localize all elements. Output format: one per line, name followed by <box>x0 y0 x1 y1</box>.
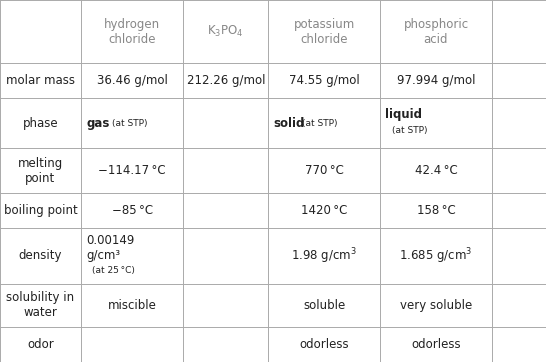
Text: (at STP): (at STP) <box>302 119 337 128</box>
Text: gas: gas <box>86 117 110 130</box>
Text: (at STP): (at STP) <box>392 126 428 135</box>
Text: very soluble: very soluble <box>400 299 472 312</box>
Text: odor: odor <box>27 338 54 351</box>
Text: −85 °C: −85 °C <box>111 204 153 217</box>
Text: phosphoric
acid: phosphoric acid <box>403 17 468 46</box>
Text: phase: phase <box>22 117 58 130</box>
Text: g/cm³: g/cm³ <box>86 249 120 262</box>
Text: 42.4 °C: 42.4 °C <box>414 164 458 177</box>
Text: 97.994 g/mol: 97.994 g/mol <box>397 74 475 87</box>
Text: (at 25 °C): (at 25 °C) <box>92 266 135 275</box>
Text: odorless: odorless <box>299 338 349 351</box>
Text: miscible: miscible <box>108 299 157 312</box>
Text: 770 °C: 770 °C <box>305 164 343 177</box>
Text: odorless: odorless <box>411 338 461 351</box>
Text: 1.98 g/cm$^3$: 1.98 g/cm$^3$ <box>291 246 357 266</box>
Text: density: density <box>19 249 62 262</box>
Text: molar mass: molar mass <box>6 74 75 87</box>
Text: solid: solid <box>274 117 305 130</box>
Text: 0.00149: 0.00149 <box>86 234 135 247</box>
Text: 1.685 g/cm$^3$: 1.685 g/cm$^3$ <box>399 246 473 266</box>
Text: solubility in
water: solubility in water <box>7 291 74 319</box>
Text: 36.46 g/mol: 36.46 g/mol <box>97 74 168 87</box>
Text: (at STP): (at STP) <box>112 119 148 128</box>
Text: liquid: liquid <box>385 108 423 121</box>
Text: 212.26 g/mol: 212.26 g/mol <box>187 74 265 87</box>
Text: −114.17 °C: −114.17 °C <box>98 164 166 177</box>
Text: K$_3$PO$_4$: K$_3$PO$_4$ <box>207 24 244 39</box>
Text: boiling point: boiling point <box>3 204 78 217</box>
Text: 1420 °C: 1420 °C <box>301 204 347 217</box>
Text: potassium
chloride: potassium chloride <box>293 17 355 46</box>
Text: hydrogen
chloride: hydrogen chloride <box>104 17 160 46</box>
Text: 158 °C: 158 °C <box>417 204 455 217</box>
Text: 74.55 g/mol: 74.55 g/mol <box>289 74 359 87</box>
Text: melting
point: melting point <box>18 157 63 185</box>
Text: soluble: soluble <box>303 299 345 312</box>
